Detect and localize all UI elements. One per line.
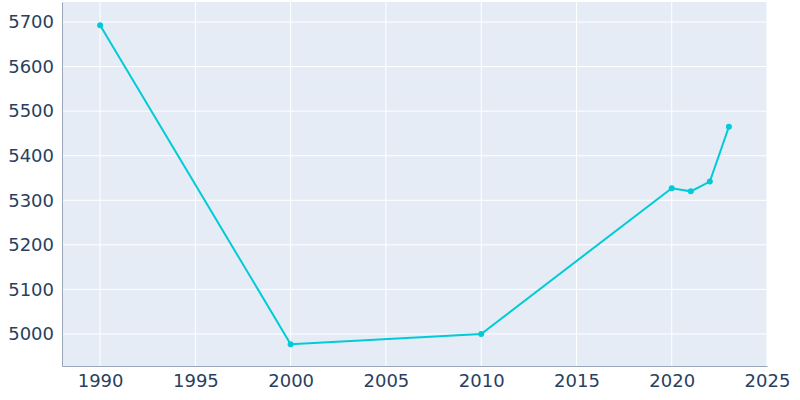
y-tick: 5000 [8, 323, 62, 344]
y-grid-line [62, 200, 767, 201]
x-tick: 2010 [459, 366, 505, 391]
y-tick: 5400 [8, 145, 62, 166]
y-axis: 5000 5100 5200 5300 5400 5500 5600 5700 [8, 3, 62, 367]
marker [669, 185, 675, 191]
x-tick-label: 2000 [268, 370, 314, 391]
y-tick: 5100 [8, 279, 62, 300]
marker [707, 179, 713, 185]
x-tick: 1990 [78, 366, 124, 391]
y-grid-line [62, 22, 767, 23]
x-grid-line [481, 2, 482, 366]
line [100, 25, 729, 344]
x-tick-label: 2010 [459, 370, 505, 391]
x-tick-label: 2020 [649, 370, 695, 391]
marker [288, 341, 294, 347]
y-tick: 5300 [8, 190, 62, 211]
y-grid-line [62, 244, 767, 245]
x-tick: 2025 [745, 366, 791, 391]
y-tick: 5500 [8, 100, 62, 121]
y-tick-label: 5300 [8, 190, 54, 211]
marker [688, 188, 694, 194]
y-grid-line [62, 155, 767, 156]
y-tick-label: 5200 [8, 234, 54, 255]
marker [726, 124, 732, 130]
y-tick-label: 5000 [8, 323, 54, 344]
marker [97, 22, 103, 28]
x-tick: 2005 [364, 366, 410, 391]
y-axis-line [62, 3, 63, 367]
x-tick-label: 1995 [173, 370, 219, 391]
series [97, 22, 732, 347]
x-tick-label: 1990 [78, 370, 124, 391]
x-grid-line [576, 2, 577, 366]
y-grid-line [62, 289, 767, 290]
y-grid-line [62, 333, 767, 334]
x-grid-line [671, 2, 672, 366]
x-tick: 2020 [649, 366, 695, 391]
plot: 1990 1995 2000 2005 2010 2015 2020 2025 5000 5100… [8, 2, 790, 391]
x-tick: 2015 [554, 366, 600, 391]
y-tick: 5200 [8, 234, 62, 255]
y-tick-label: 5100 [8, 279, 54, 300]
x-axis: 1990 1995 2000 2005 2010 2015 2020 2025 [63, 366, 791, 391]
y-grid-line [62, 111, 767, 112]
plot-background [62, 2, 767, 366]
x-grid-line [100, 2, 101, 366]
x-tick-label: 2005 [364, 370, 410, 391]
x-tick-label: 2015 [554, 370, 600, 391]
x-axis-line [63, 366, 768, 367]
y-tick-label: 5600 [8, 56, 54, 77]
x-tick: 1995 [173, 366, 219, 391]
chart: 1990 1995 2000 2005 2010 2015 2020 2025 5000 5100… [0, 0, 800, 400]
y-tick-label: 5500 [8, 100, 54, 121]
x-grid-line [385, 2, 386, 366]
grid [62, 2, 767, 366]
y-tick-label: 5700 [8, 11, 54, 32]
y-tick: 5600 [8, 56, 62, 77]
x-grid-line [767, 2, 768, 366]
x-tick-label: 2025 [745, 370, 791, 391]
x-grid-line [290, 2, 291, 366]
marker [478, 331, 484, 337]
y-tick-label: 5400 [8, 145, 54, 166]
y-tick: 5700 [8, 11, 62, 32]
x-tick: 2000 [268, 366, 314, 391]
y-grid-line [62, 66, 767, 67]
